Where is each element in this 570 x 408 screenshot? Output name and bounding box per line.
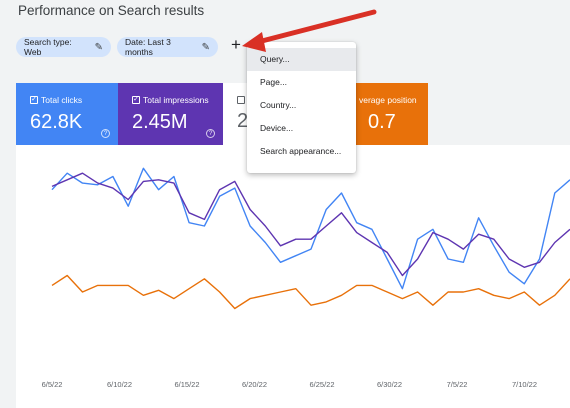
line-chart-svg: 6/5/22 6/10/22 6/15/22 6/20/22 6/25/22 6/30/2… — [42, 167, 570, 389]
total-clicks-value: 62.8K — [30, 111, 83, 133]
date-filter-label: Date: Last 3 months — [125, 37, 171, 57]
search-type-filter-chip[interactable]: Search type: Web ✎ — [16, 37, 111, 57]
date-filter-chip[interactable]: Date: Last 3 months ✎ — [117, 37, 218, 57]
arrow-shaft — [255, 9, 377, 45]
average-position-value: 0.7 — [368, 111, 396, 133]
series-line-0 — [51, 167, 570, 290]
x-tick-label: 7/10/22 — [512, 380, 537, 389]
series-line-2 — [51, 274, 570, 310]
total-impressions-label: Total impressions — [143, 95, 209, 105]
help-icon[interactable]: ? — [101, 129, 110, 138]
total-impressions-value: 2.45M — [132, 111, 188, 133]
x-tick-label: 6/10/22 — [107, 380, 132, 389]
x-tick-label: 6/25/22 — [309, 380, 334, 389]
pencil-icon[interactable]: ✎ — [201, 41, 210, 53]
checkbox-icon[interactable] — [237, 96, 245, 104]
average-position-label: verage position — [359, 95, 417, 105]
total-clicks-card[interactable]: ✓ Total clicks 62.8K ? — [16, 83, 118, 145]
pencil-icon[interactable]: ✎ — [94, 41, 103, 53]
menu-item-country[interactable]: Country... — [260, 100, 297, 110]
add-filter-button[interactable]: + — [231, 35, 241, 54]
total-impressions-card[interactable]: ✓ Total impressions 2.45M ? — [118, 83, 223, 145]
search-type-label: Search type: Web — [24, 37, 72, 57]
performance-chart: 6/5/22 6/10/22 6/15/22 6/20/22 6/25/22 6/30/2… — [16, 145, 570, 408]
menu-item-page[interactable]: Page... — [260, 77, 287, 87]
x-tick-label: 6/20/22 — [242, 380, 267, 389]
total-clicks-label: Total clicks — [41, 95, 83, 105]
x-tick-label: 6/30/22 — [377, 380, 402, 389]
x-tick-label: 6/15/22 — [174, 380, 199, 389]
menu-item-device[interactable]: Device... — [260, 123, 294, 133]
menu-item-query[interactable]: Query... — [247, 48, 356, 71]
menu-item-search-appearance[interactable]: Search appearance... — [260, 146, 342, 156]
x-tick-label: 7/5/22 — [447, 380, 468, 389]
series-line-1 — [51, 172, 570, 277]
page-title: Performance on Search results — [18, 3, 205, 18]
checkbox-icon[interactable]: ✓ — [132, 96, 140, 104]
filter-dropdown-menu: Query... Page... Country... Device... Se… — [247, 42, 356, 173]
x-tick-label: 6/5/22 — [42, 380, 63, 389]
checkbox-icon[interactable]: ✓ — [30, 96, 38, 104]
help-icon[interactable]: ? — [206, 129, 215, 138]
average-ctr-value: 2 — [237, 110, 249, 132]
